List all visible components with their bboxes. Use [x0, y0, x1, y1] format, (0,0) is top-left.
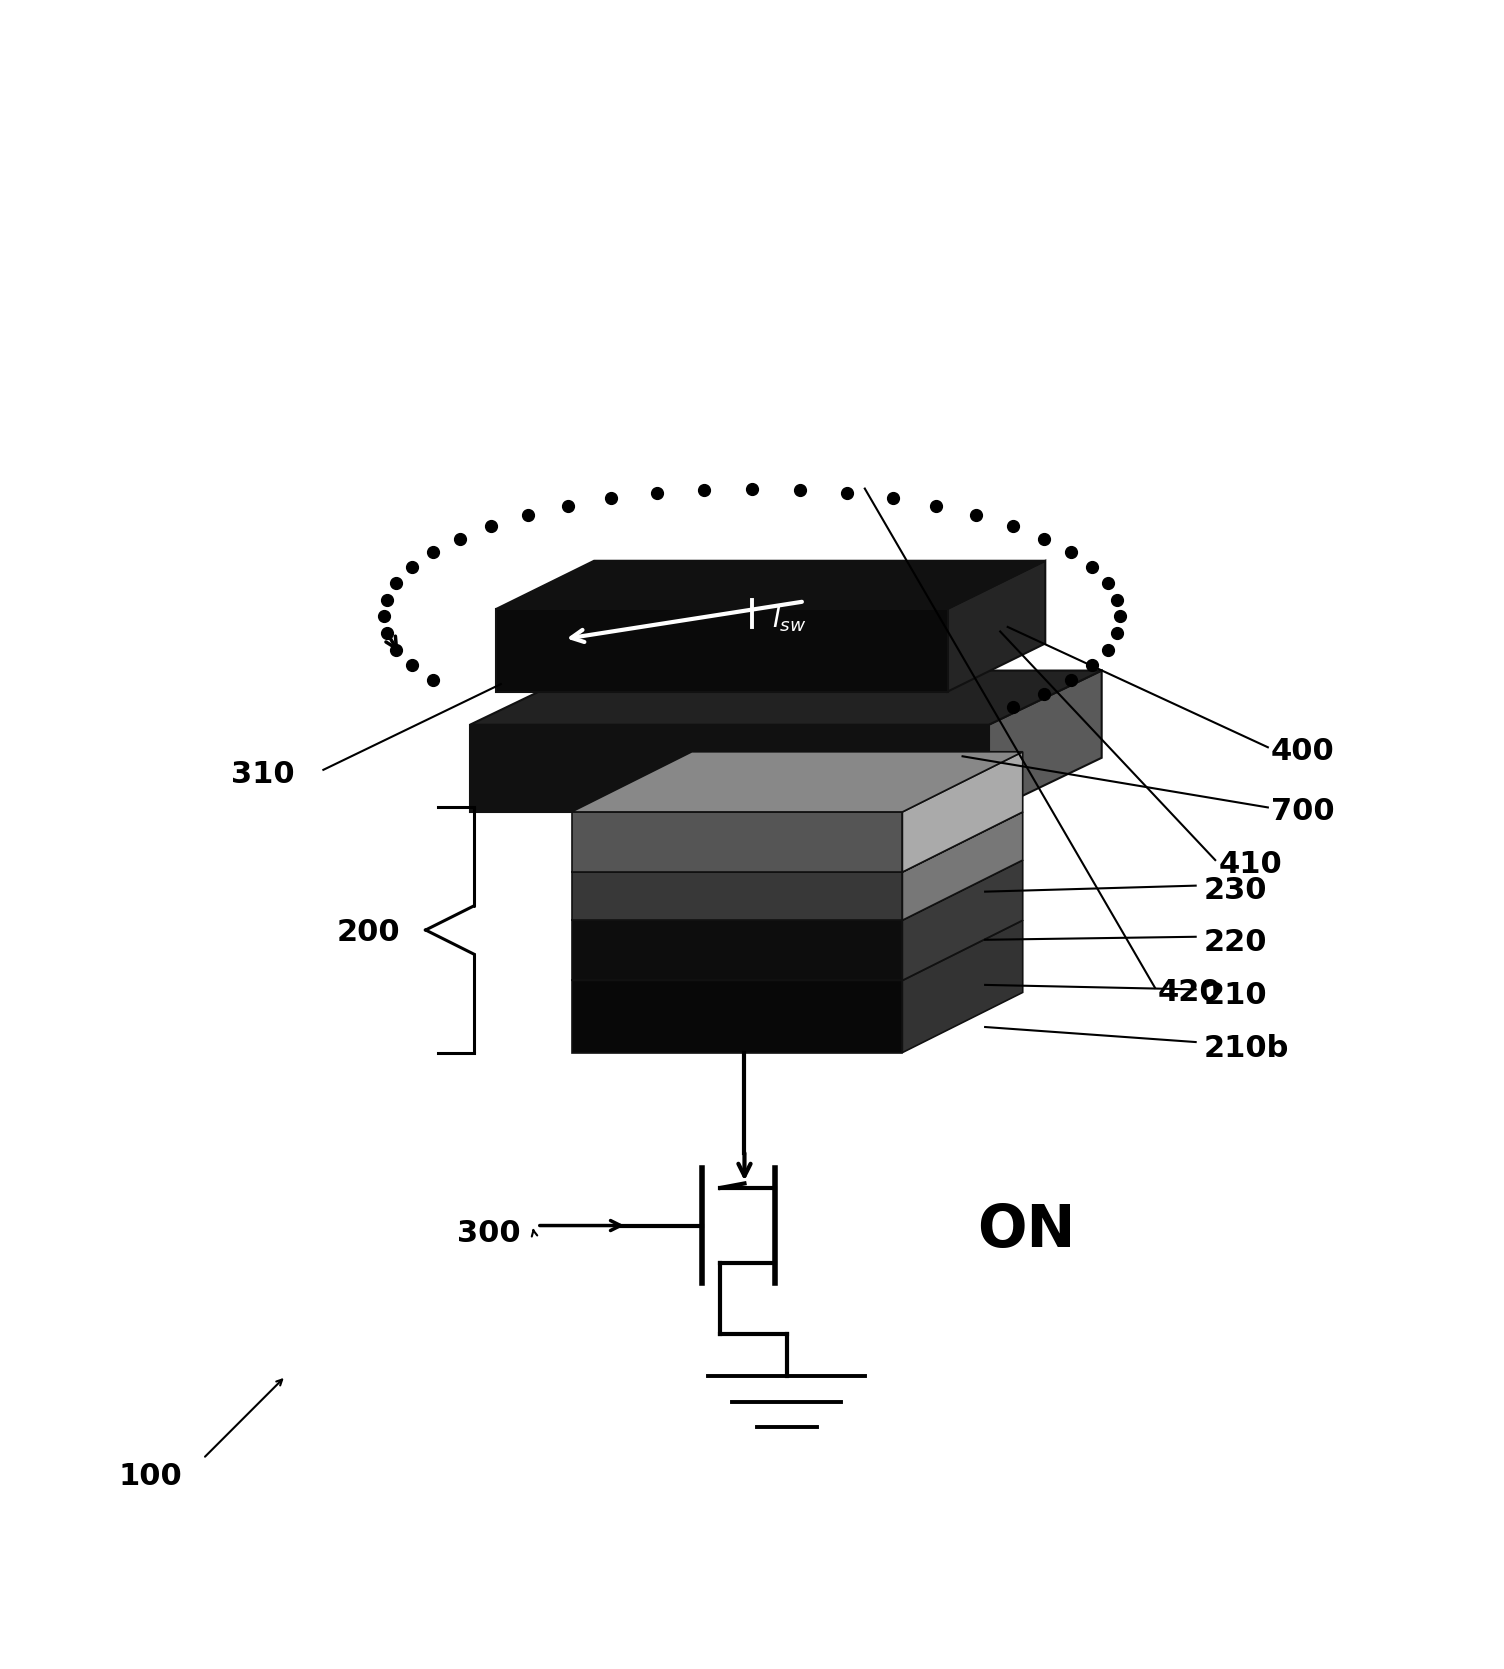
Polygon shape	[469, 671, 1101, 724]
Text: 700: 700	[1271, 798, 1334, 826]
Text: 400: 400	[1271, 738, 1334, 766]
Text: $I_{sw}$: $I_{sw}$	[772, 606, 806, 634]
Polygon shape	[572, 920, 902, 980]
Text: 410: 410	[1218, 850, 1281, 880]
Text: ON: ON	[978, 1202, 1075, 1258]
Polygon shape	[572, 980, 902, 1053]
Text: 210b: 210b	[1203, 1033, 1289, 1063]
Polygon shape	[572, 811, 1023, 873]
Polygon shape	[902, 751, 1023, 873]
Text: 210: 210	[1203, 981, 1266, 1010]
Polygon shape	[496, 561, 1045, 609]
Text: 220: 220	[1203, 928, 1266, 958]
Text: 310: 310	[232, 759, 295, 789]
Polygon shape	[572, 751, 1023, 811]
Text: 100: 100	[119, 1462, 182, 1490]
Polygon shape	[469, 724, 990, 811]
Text: 300: 300	[457, 1218, 520, 1247]
Polygon shape	[572, 811, 902, 873]
Polygon shape	[572, 860, 1023, 920]
Polygon shape	[902, 860, 1023, 980]
Polygon shape	[902, 920, 1023, 1053]
Polygon shape	[948, 561, 1045, 691]
Polygon shape	[990, 671, 1101, 811]
Text: 420: 420	[1158, 978, 1221, 1006]
Polygon shape	[572, 920, 1023, 980]
Polygon shape	[572, 873, 902, 920]
Polygon shape	[496, 609, 948, 691]
Text: 200: 200	[337, 918, 400, 946]
Polygon shape	[902, 811, 1023, 920]
Text: 230: 230	[1203, 876, 1266, 905]
